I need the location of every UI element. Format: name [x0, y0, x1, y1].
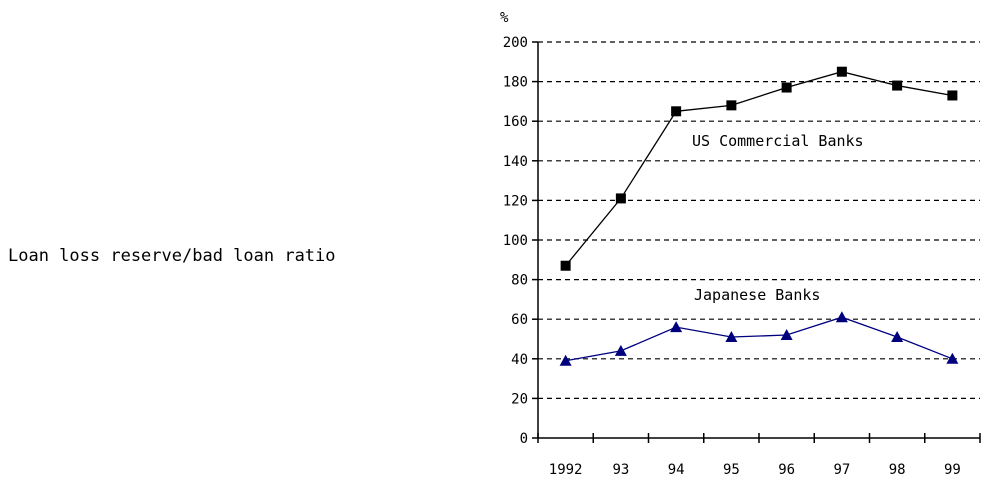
square-marker — [615, 193, 626, 204]
square-marker — [560, 260, 571, 271]
series-label: Japanese Banks — [694, 286, 820, 304]
y-tick-label: 80 — [511, 273, 528, 289]
series-label: US Commercial Banks — [692, 132, 864, 150]
series-0: US Commercial Banks — [560, 66, 958, 271]
y-tick-label: 0 — [520, 431, 528, 447]
y-tick-label: 20 — [511, 391, 528, 407]
y-tick-label: 180 — [503, 75, 528, 91]
x-tick-label: 94 — [668, 462, 685, 478]
y-tick-label: 120 — [503, 193, 528, 209]
series-line — [565, 316, 953, 362]
triangle-marker — [559, 354, 572, 366]
triangle-marker — [891, 331, 904, 343]
y-tick-label: 60 — [511, 312, 528, 328]
triangle-marker — [835, 311, 848, 323]
y-tick-label: 40 — [511, 352, 528, 368]
triangle-marker — [946, 352, 959, 364]
x-axis-ticks: 1992 93 94 95 96 97 98 99 — [537, 433, 981, 478]
x-tick-label: 97 — [833, 462, 850, 478]
triangle-marker — [725, 331, 738, 343]
y-axis-ticks: 0 20 40 60 80 100 120 140 160 180 200 — [503, 35, 538, 447]
triangle-marker — [670, 321, 683, 333]
triangle-marker — [780, 329, 793, 341]
x-tick-label: 1992 — [549, 462, 583, 478]
square-marker — [836, 66, 847, 77]
x-tick-label: 98 — [889, 462, 906, 478]
series-1: Japanese Banks — [559, 286, 959, 366]
x-tick-label: 95 — [723, 462, 740, 478]
square-marker — [781, 82, 792, 93]
chart-side-label: Loan loss reserve/bad loan ratio — [8, 246, 336, 266]
y-axis-unit-label: % — [500, 10, 509, 26]
square-marker — [892, 80, 903, 91]
triangle-marker — [614, 344, 627, 356]
x-tick-label: 96 — [778, 462, 795, 478]
gridlines — [538, 41, 980, 399]
y-tick-label: 140 — [503, 154, 528, 170]
square-marker — [726, 100, 737, 111]
x-tick-label: 99 — [944, 462, 961, 478]
y-tick-label: 200 — [503, 35, 528, 51]
y-tick-label: 160 — [503, 114, 528, 130]
x-tick-label: 93 — [612, 462, 629, 478]
y-tick-label: 100 — [503, 233, 528, 249]
series-layer: US Commercial Banks Japanese Banks — [559, 66, 959, 366]
series-line — [565, 71, 953, 267]
square-marker — [671, 106, 682, 117]
square-marker — [947, 90, 958, 101]
